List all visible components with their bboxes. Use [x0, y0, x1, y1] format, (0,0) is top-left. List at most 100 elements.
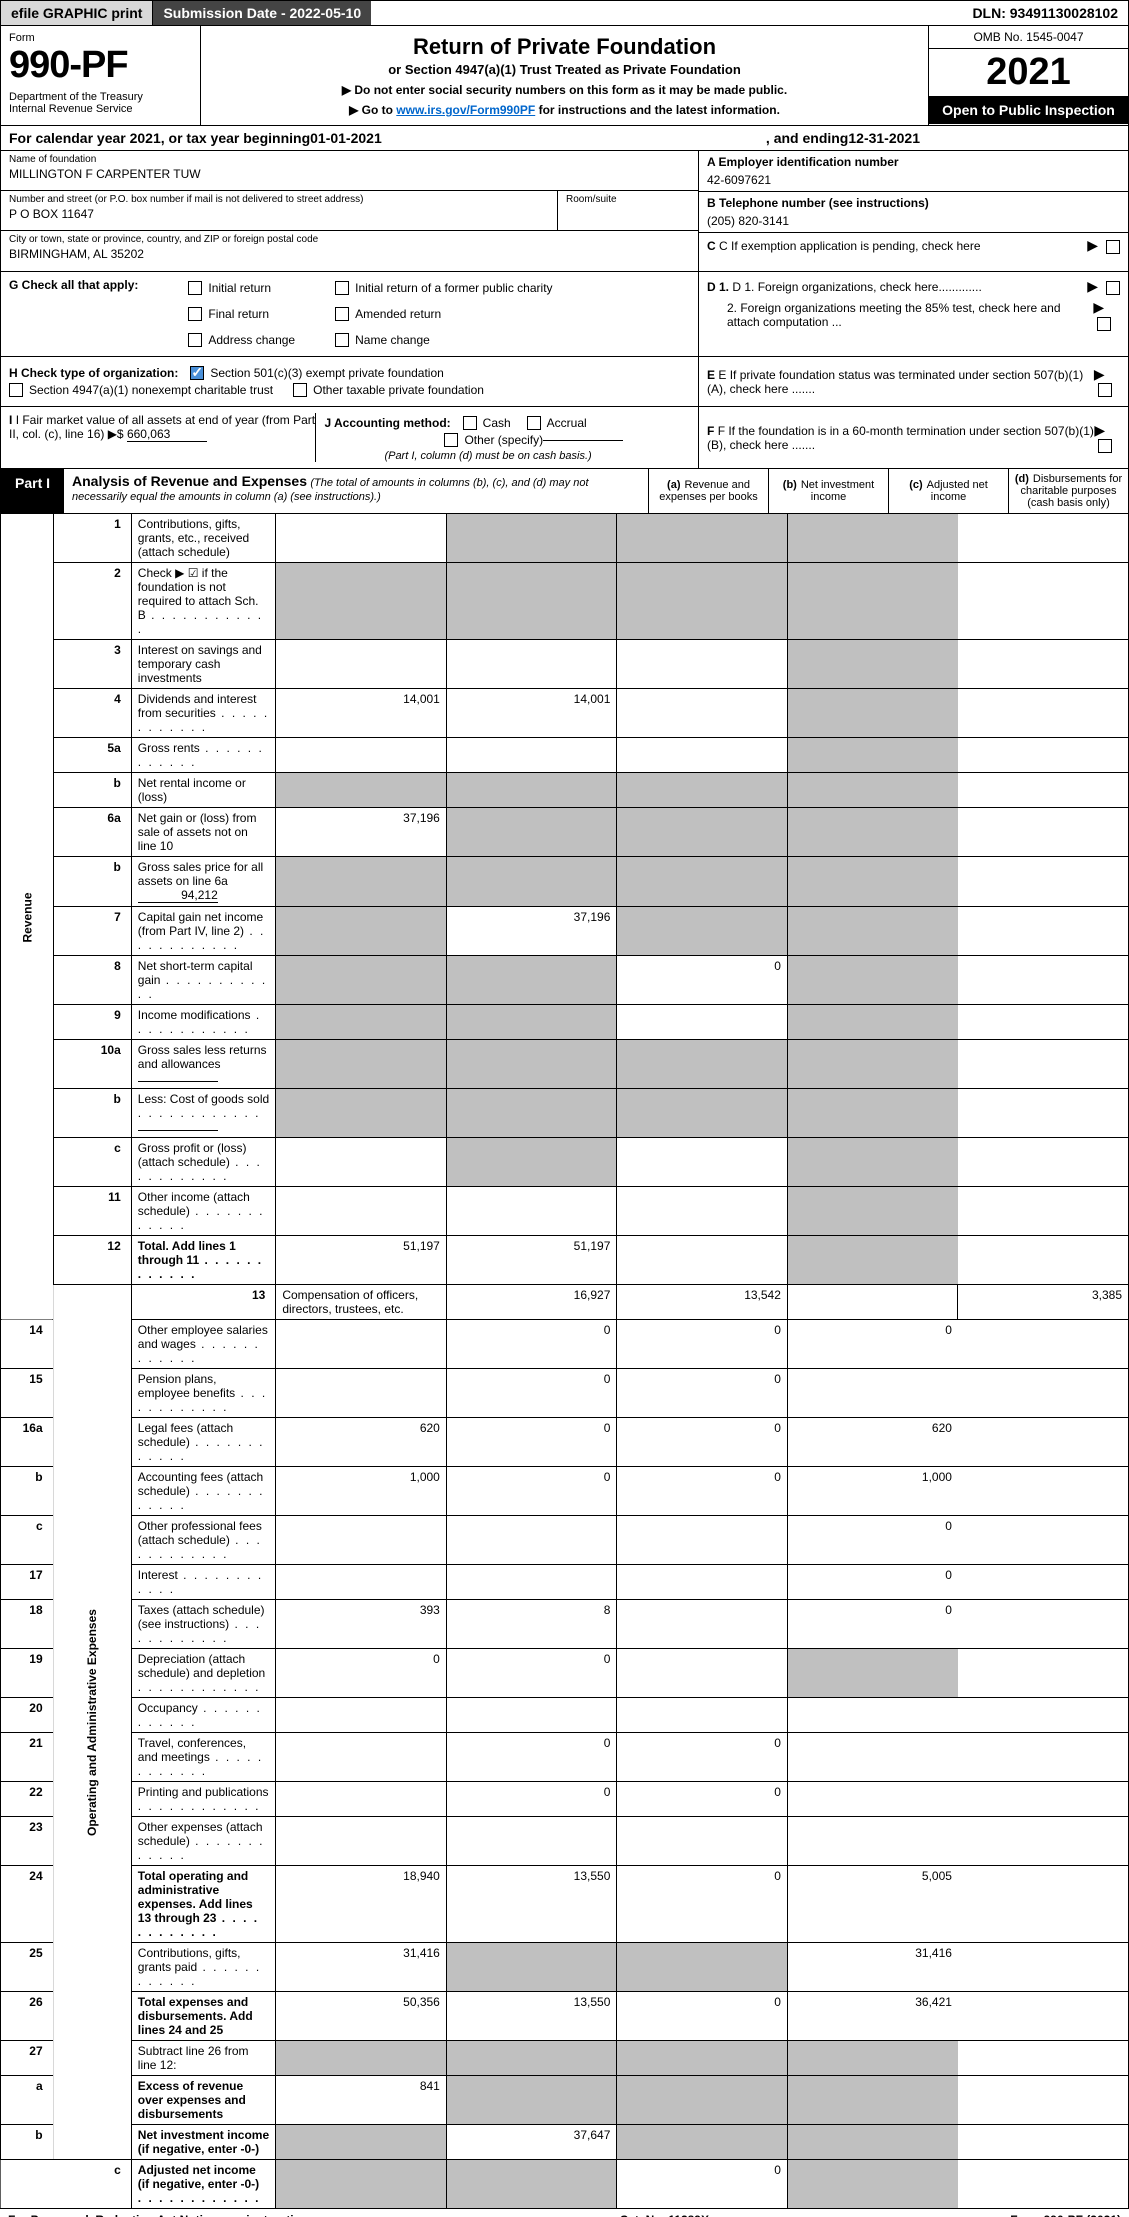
f-checkbox[interactable]	[1098, 439, 1112, 453]
line-10c: cGross profit or (loss) (attach schedule…	[1, 1138, 1129, 1187]
part1-table: Revenue 1Contributions, gifts, grants, e…	[0, 514, 1129, 2209]
c-checkbox[interactable]	[1106, 240, 1120, 254]
j-label: J Accounting method:	[324, 416, 450, 430]
line-27b: bNet investment income (if negative, ent…	[1, 2125, 1129, 2160]
form-title: Return of Private Foundation	[209, 34, 920, 60]
street-cell: Number and street (or P.O. box number if…	[1, 191, 558, 230]
other-taxable-label: Other taxable private foundation	[313, 383, 484, 397]
line-6a: 6aNet gain or (loss) from sale of assets…	[1, 808, 1129, 857]
other-method-checkbox[interactable]	[444, 433, 458, 447]
name-label: Name of foundation	[9, 154, 690, 165]
address-change-checkbox[interactable]	[188, 333, 202, 347]
form-header-center: Return of Private Foundation or Section …	[201, 26, 928, 125]
city-value: BIRMINGHAM, AL 35202	[9, 247, 690, 261]
form-header-left: Form 990-PF Department of the Treasury I…	[1, 26, 201, 125]
line-6b: bGross sales price for all assets on lin…	[1, 857, 1129, 907]
cal-begin: 01-01-2021	[310, 130, 382, 146]
cal-prefix: For calendar year 2021, or tax year begi…	[9, 130, 310, 146]
entity-right: A Employer identification number 42-6097…	[698, 151, 1128, 271]
amended-return-checkbox[interactable]	[335, 307, 349, 321]
c-label: C If exemption application is pending, c…	[719, 239, 981, 253]
final-return-checkbox[interactable]	[188, 307, 202, 321]
footer-left: For Paperwork Reduction Act Notice, see …	[8, 2213, 318, 2217]
accrual-checkbox[interactable]	[527, 416, 541, 430]
line-2: 2Check ▶ ☑ if the foundation is not requ…	[1, 563, 1129, 640]
dln: DLN: 93491130028102	[962, 1, 1128, 25]
form-word: Form	[9, 32, 192, 44]
phone-label: B Telephone number (see instructions)	[707, 196, 1120, 210]
instr2-suffix: for instructions and the latest informat…	[535, 103, 780, 117]
cash-checkbox[interactable]	[463, 416, 477, 430]
line-3: 3Interest on savings and temporary cash …	[1, 640, 1129, 689]
line-11: 11Other income (attach schedule)	[1, 1187, 1129, 1236]
4947-checkbox[interactable]	[9, 383, 23, 397]
d2-checkbox[interactable]	[1097, 317, 1111, 331]
part1-header: Part I Analysis of Revenue and Expenses …	[0, 469, 1129, 514]
line-9: 9Income modifications	[1, 1005, 1129, 1040]
line-25: 25Contributions, gifts, grants paid31,41…	[1, 1943, 1129, 1992]
name-change-checkbox[interactable]	[335, 333, 349, 347]
efile-print-button[interactable]: efile GRAPHIC print	[1, 1, 153, 25]
irs-link[interactable]: www.irs.gov/Form990PF	[396, 103, 535, 117]
part1-title-cell: Analysis of Revenue and Expenses (The to…	[64, 469, 648, 513]
line-13: Operating and Administrative Expenses 13…	[1, 1285, 1129, 1320]
line-1: Revenue 1Contributions, gifts, grants, e…	[1, 514, 1129, 563]
instr2-prefix: ▶ Go to	[349, 103, 396, 117]
part1-label: Part I	[1, 469, 64, 513]
street-label: Number and street (or P.O. box number if…	[9, 194, 549, 205]
col-d-header: (d)Disbursements for charitable purposes…	[1008, 469, 1128, 513]
initial-return-label: Initial return	[208, 281, 271, 295]
line-24: 24Total operating and administrative exp…	[1, 1866, 1129, 1943]
calendar-year-row: For calendar year 2021, or tax year begi…	[0, 126, 1129, 151]
fmv-value: 660,063	[127, 427, 207, 442]
initial-former-label: Initial return of a former public charit…	[355, 281, 552, 295]
line-19: 19Depreciation (attach schedule) and dep…	[1, 1649, 1129, 1698]
line-7: 7Capital gain net income (from Part IV, …	[1, 907, 1129, 956]
line-27c: cAdjusted net income (if negative, enter…	[1, 2160, 1129, 2209]
phone-row: B Telephone number (see instructions) (2…	[699, 192, 1128, 233]
501c3-checkbox[interactable]	[190, 366, 204, 380]
street-value: P O BOX 11647	[9, 207, 549, 221]
col-c-header: (c)Adjusted net income	[888, 469, 1008, 513]
line-14: 14Other employee salaries and wages000	[1, 1320, 1129, 1369]
form-subtitle: or Section 4947(a)(1) Trust Treated as P…	[209, 62, 920, 77]
ein-value: 42-6097621	[707, 173, 1120, 187]
line-23: 23Other expenses (attach schedule)	[1, 1817, 1129, 1866]
room-label: Room/suite	[566, 194, 690, 205]
section-f: F F If the foundation is in a 60-month t…	[698, 407, 1128, 468]
h-label: H Check type of organization:	[9, 366, 178, 380]
form-instr-1: ▶ Do not enter social security numbers o…	[209, 83, 920, 97]
footer-right: Form 990-PF (2021)	[1010, 2213, 1121, 2217]
section-ij: I I Fair market value of all assets at e…	[1, 407, 698, 468]
section-h: H Check type of organization: Section 50…	[1, 357, 698, 406]
line-27a: aExcess of revenue over expenses and dis…	[1, 2076, 1129, 2125]
section-e: E E If private foundation status was ter…	[698, 357, 1128, 406]
other-method-label: Other (specify)	[464, 433, 543, 447]
initial-former-checkbox[interactable]	[335, 281, 349, 295]
foundation-name: MILLINGTON F CARPENTER TUW	[9, 167, 690, 181]
e-checkbox[interactable]	[1098, 383, 1112, 397]
d1-label: D 1. Foreign organizations, check here..…	[732, 280, 981, 294]
c-row: C C If exemption application is pending,…	[699, 233, 1128, 258]
city-row: City or town, state or province, country…	[1, 231, 698, 271]
open-to-public: Open to Public Inspection	[929, 96, 1128, 124]
4947-label: Section 4947(a)(1) nonexempt charitable …	[29, 383, 273, 397]
form-header: Form 990-PF Department of the Treasury I…	[0, 26, 1129, 126]
ein-label: A Employer identification number	[707, 155, 1120, 169]
line-26: 26Total expenses and disbursements. Add …	[1, 1992, 1129, 2041]
section-g-d: G Check all that apply: Initial return F…	[0, 272, 1129, 357]
form-header-right: OMB No. 1545-0047 2021 Open to Public In…	[928, 26, 1128, 125]
tax-year: 2021	[929, 49, 1128, 96]
line-21: 21Travel, conferences, and meetings00	[1, 1733, 1129, 1782]
initial-return-checkbox[interactable]	[188, 281, 202, 295]
d1-checkbox[interactable]	[1106, 281, 1120, 295]
cash-label: Cash	[483, 416, 511, 430]
other-taxable-checkbox[interactable]	[293, 383, 307, 397]
line-22: 22Printing and publications00	[1, 1782, 1129, 1817]
f-label: F If the foundation is in a 60-month ter…	[707, 424, 1094, 452]
col-a-header: (a)Revenue and expenses per books	[648, 469, 768, 513]
j-note: (Part I, column (d) must be on cash basi…	[384, 450, 690, 462]
line-10b: bLess: Cost of goods sold	[1, 1089, 1129, 1138]
line-5a: 5aGross rents	[1, 738, 1129, 773]
final-return-label: Final return	[208, 307, 269, 321]
